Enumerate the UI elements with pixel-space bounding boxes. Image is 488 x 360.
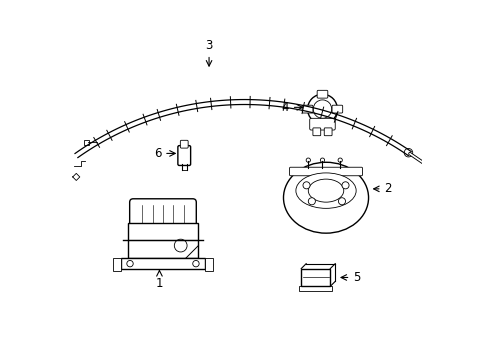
FancyBboxPatch shape — [317, 90, 327, 98]
Text: 3: 3 — [205, 39, 212, 66]
FancyBboxPatch shape — [302, 105, 312, 113]
Ellipse shape — [295, 173, 355, 208]
Circle shape — [174, 239, 187, 252]
FancyBboxPatch shape — [204, 258, 212, 271]
FancyBboxPatch shape — [309, 118, 335, 130]
Circle shape — [338, 198, 345, 205]
FancyBboxPatch shape — [299, 286, 332, 291]
Circle shape — [305, 158, 310, 162]
Text: 1: 1 — [155, 270, 163, 290]
Text: 5: 5 — [340, 271, 360, 284]
FancyBboxPatch shape — [127, 222, 198, 258]
Circle shape — [192, 260, 199, 267]
Text: 6: 6 — [153, 147, 175, 160]
FancyBboxPatch shape — [317, 120, 327, 128]
Ellipse shape — [283, 162, 368, 233]
FancyBboxPatch shape — [312, 128, 320, 136]
Circle shape — [307, 94, 337, 124]
FancyBboxPatch shape — [178, 145, 190, 166]
Circle shape — [320, 158, 324, 162]
Text: 2: 2 — [373, 183, 391, 195]
Circle shape — [404, 148, 412, 157]
FancyBboxPatch shape — [129, 199, 196, 229]
FancyBboxPatch shape — [324, 128, 331, 136]
Text: 4: 4 — [281, 101, 302, 114]
Circle shape — [341, 182, 348, 189]
Ellipse shape — [307, 179, 343, 202]
FancyBboxPatch shape — [84, 140, 88, 145]
Circle shape — [303, 182, 309, 189]
FancyBboxPatch shape — [180, 140, 188, 148]
Circle shape — [313, 100, 331, 118]
Circle shape — [307, 198, 315, 205]
FancyBboxPatch shape — [331, 105, 342, 113]
FancyBboxPatch shape — [301, 269, 329, 286]
FancyBboxPatch shape — [113, 258, 121, 271]
FancyBboxPatch shape — [289, 167, 362, 176]
FancyBboxPatch shape — [121, 258, 204, 269]
Circle shape — [337, 158, 342, 162]
Circle shape — [126, 260, 133, 267]
